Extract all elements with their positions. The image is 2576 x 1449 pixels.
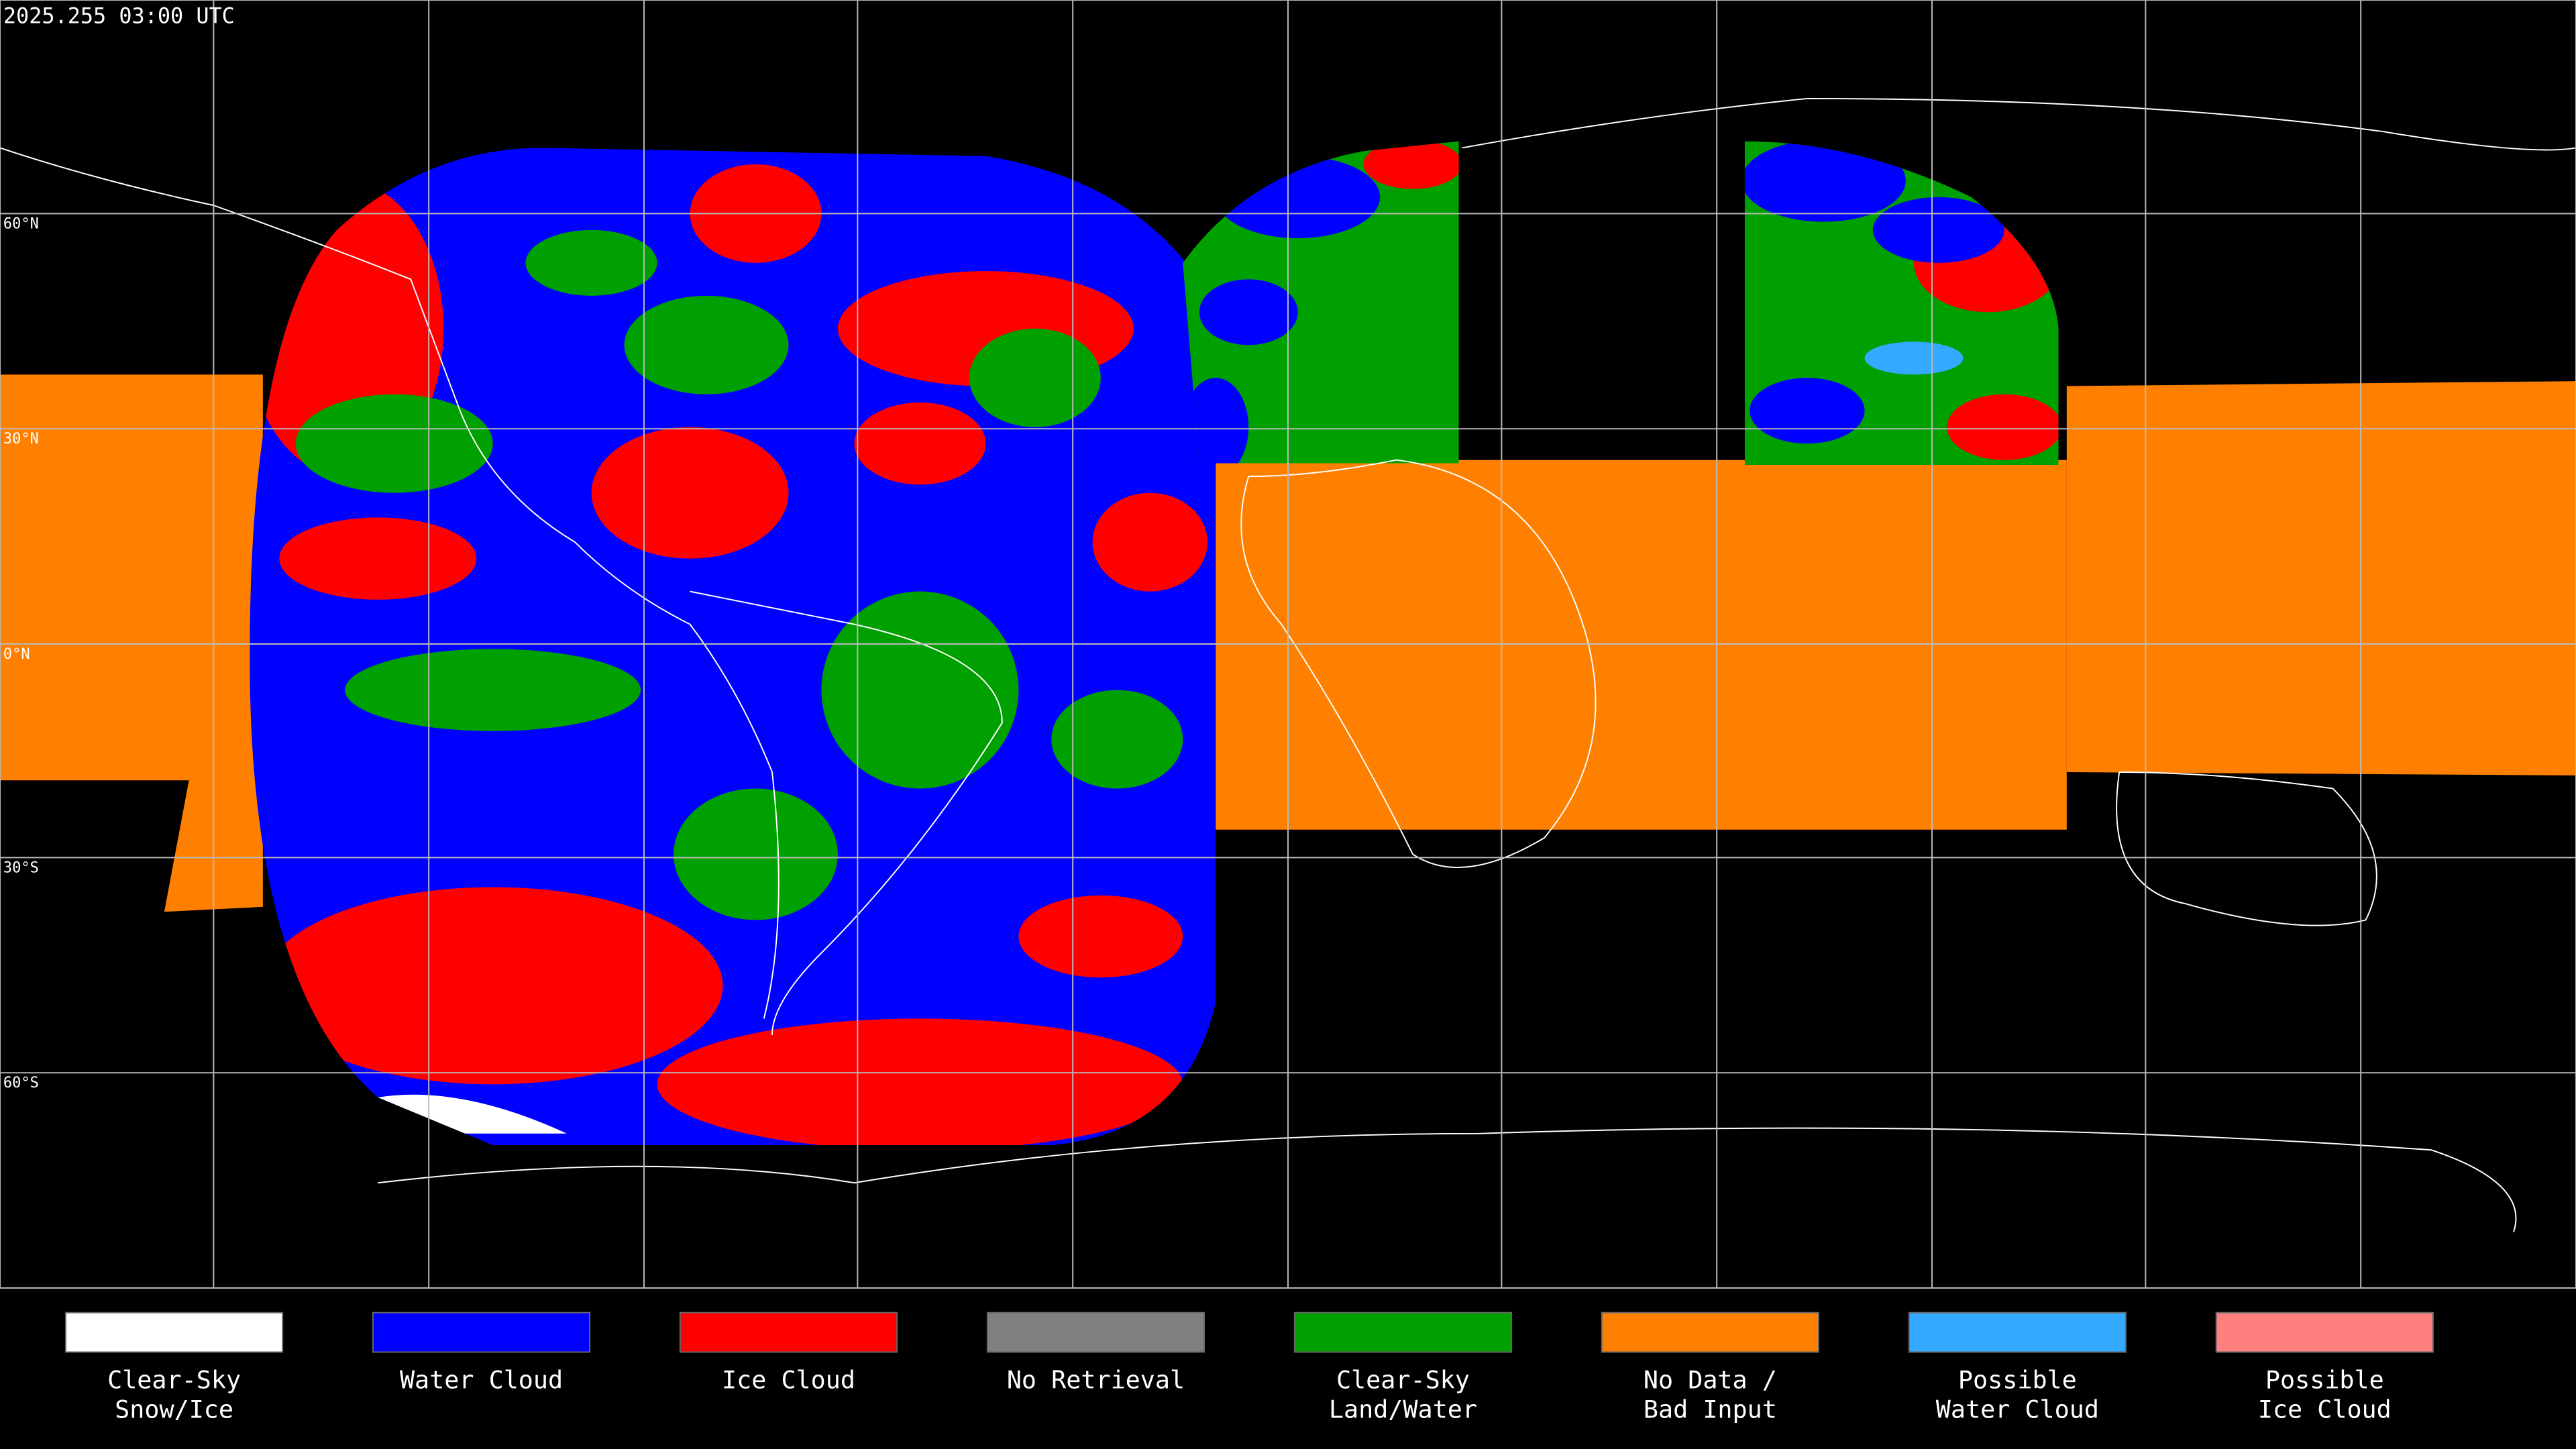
swath-central [1216, 460, 2067, 830]
europe-disk [1183, 141, 1459, 464]
legend-label: Possible Ice Cloud [2258, 1365, 2392, 1424]
legend-swatch [2215, 1311, 2434, 1353]
latitude-label: 0°N [3, 646, 30, 663]
legend-label: Possible Water Cloud [1936, 1365, 2099, 1424]
legend-swatch [64, 1311, 284, 1353]
legend-label-line: No Retrieval [1007, 1365, 1185, 1394]
legend-label-line: Ice Cloud [2258, 1395, 2392, 1424]
legend-label: Water Cloud [400, 1365, 563, 1394]
legend-label-line: Ice Cloud [722, 1365, 855, 1394]
legend-swatch [1601, 1311, 1819, 1353]
legend-label-line: Possible [2265, 1365, 2384, 1394]
legend-label-line: Land/Water [1329, 1395, 1477, 1424]
legend-label-line: Snow/Ice [115, 1395, 233, 1424]
legend-label: Ice Cloud [722, 1365, 855, 1394]
timestamp: 2025.255 03:00 UTC [3, 3, 235, 28]
swath-east [2066, 381, 2576, 775]
legend-label-line: Bad Input [1644, 1395, 1777, 1424]
legend-label-line: Clear-Sky [107, 1365, 241, 1394]
legend-swatch [986, 1311, 1205, 1353]
legend-label-line: Water Cloud [400, 1365, 563, 1394]
legend-label-line: Water Cloud [1936, 1395, 2099, 1424]
legend-label: No Data / Bad Input [1644, 1365, 1777, 1424]
legend-swatch [1908, 1311, 2127, 1353]
legend-label: No Retrieval [1007, 1365, 1185, 1394]
latitude-label: 30°N [3, 431, 39, 447]
legend-label-line: No Data / [1644, 1365, 1777, 1394]
west-disk [250, 148, 1216, 1145]
swath-west [0, 374, 263, 912]
legend-swatch [679, 1311, 898, 1353]
legend-label: Clear-Sky Snow/Ice [107, 1365, 241, 1424]
legend-swatch [372, 1311, 591, 1353]
latitude-label: 60°S [3, 1075, 39, 1091]
latitude-label: 30°S [3, 859, 39, 876]
map-frame [0, 0, 2576, 1289]
legend-swatch [1293, 1311, 1513, 1353]
graticule [0, 0, 2576, 1288]
latitude-label: 60°N [3, 215, 39, 232]
no-data-swaths [0, 374, 2576, 912]
legend-label: Clear-Sky Land/Water [1329, 1365, 1477, 1424]
legend-label-line: Clear-Sky [1336, 1365, 1470, 1394]
legend-label-line: Possible [1958, 1365, 2077, 1394]
coastlines [0, 97, 2576, 1233]
